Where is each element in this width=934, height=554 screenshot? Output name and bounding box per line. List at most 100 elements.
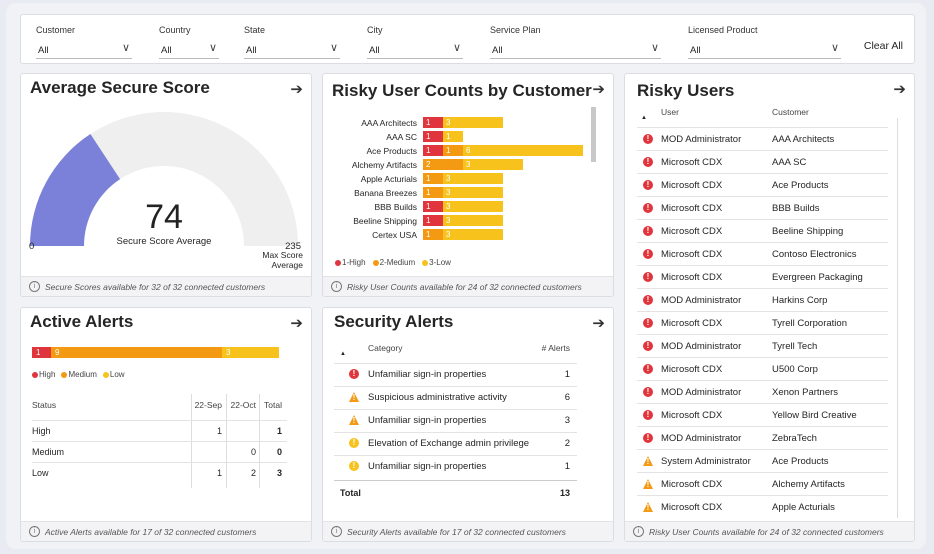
row-divider bbox=[32, 462, 287, 463]
customer-name: AAA Architects bbox=[772, 134, 835, 145]
row-divider bbox=[334, 480, 577, 481]
sort-indicator: ▲ bbox=[340, 351, 346, 357]
row-divider bbox=[637, 495, 888, 496]
filter-value: All bbox=[369, 45, 380, 56]
bar-segment: 1 bbox=[443, 145, 463, 156]
row-divider bbox=[334, 386, 577, 387]
bar-segment: 1 bbox=[423, 229, 443, 240]
severity-icon: ! bbox=[643, 203, 653, 213]
customer-name: U500 Corp bbox=[772, 364, 818, 375]
customer-name: Ace Products bbox=[772, 180, 829, 191]
customer-label: Ace Products bbox=[366, 146, 417, 156]
filter-dropdown[interactable]: All ∨ bbox=[36, 41, 132, 59]
severity-icon: ! bbox=[643, 249, 653, 259]
customer-label: Beeline Shipping bbox=[353, 216, 417, 226]
risky-counts-panel: Risky User Counts by Customer ➔ i Risky U… bbox=[322, 73, 614, 297]
row-divider bbox=[334, 455, 577, 456]
severity-icon: ! bbox=[643, 456, 653, 466]
bar-segment: 1 bbox=[423, 201, 443, 212]
legend-dot bbox=[102, 372, 109, 378]
row-divider bbox=[637, 472, 888, 473]
chevron: ∨ bbox=[452, 42, 461, 54]
bar-segment: 3 bbox=[443, 173, 503, 184]
customer-name: AAA SC bbox=[772, 157, 807, 168]
gauge-max: 235 bbox=[285, 241, 301, 252]
filter-label: Country bbox=[159, 25, 191, 35]
table-header: User bbox=[661, 107, 679, 117]
table-header: Total bbox=[264, 400, 282, 410]
alert-count: 1 bbox=[564, 461, 570, 472]
open-arrow[interactable]: ➔ bbox=[893, 81, 906, 98]
clear-all-button[interactable]: Clear All bbox=[863, 40, 903, 52]
row-divider bbox=[637, 426, 888, 427]
severity-icon: ! bbox=[643, 387, 653, 397]
customer-label: Banana Breezes bbox=[354, 188, 417, 198]
filter-label: Service Plan bbox=[490, 25, 541, 35]
bar-segment: 3 bbox=[443, 117, 503, 128]
alert-count: 1 bbox=[564, 369, 570, 380]
chevron: ∨ bbox=[830, 42, 839, 54]
panel-footer: i Security Alerts available for 17 of 32 … bbox=[323, 521, 613, 541]
bar-segment: 1 bbox=[423, 187, 443, 198]
segment-label: 3 bbox=[446, 202, 451, 211]
segment-label: 3 bbox=[446, 230, 451, 239]
legend-dot bbox=[61, 372, 68, 378]
gauge-caption: Secure Score Average bbox=[116, 236, 212, 247]
panel-footer: i Secure Scores available for 32 of 32 co… bbox=[21, 276, 311, 296]
severity-icon: ! bbox=[643, 134, 653, 144]
active-alerts-panel: Active Alerts ➔ i Active Alerts available… bbox=[20, 307, 312, 542]
row-divider bbox=[637, 242, 888, 243]
bar-segment: 3 bbox=[463, 159, 523, 170]
segment-label: 3 bbox=[466, 160, 471, 169]
customer-label: AAA Architects bbox=[361, 118, 417, 128]
table-header: 22-Sep bbox=[194, 400, 222, 410]
legend-dot bbox=[32, 372, 38, 378]
bar-segment: 1 bbox=[443, 131, 463, 142]
severity-icon: ! bbox=[643, 226, 653, 236]
filter-dropdown[interactable]: All ∨ bbox=[159, 41, 219, 59]
alert-category: Unfamiliar sign-in properties bbox=[368, 461, 487, 472]
customer-label: Certex USA bbox=[372, 230, 417, 240]
user-name: MOD Administrator bbox=[661, 295, 742, 306]
filter-dropdown[interactable]: All ∨ bbox=[688, 41, 841, 59]
severity-icon: ! bbox=[349, 461, 359, 471]
chevron: ∨ bbox=[208, 42, 217, 54]
panel-footer: i Active Alerts available for 17 of 32 co… bbox=[21, 521, 311, 541]
customer-label: Alchemy Artifacts bbox=[351, 160, 417, 170]
filter-value: All bbox=[38, 45, 49, 56]
filter-label: City bbox=[367, 25, 383, 35]
filter-dropdown[interactable]: All ∨ bbox=[367, 41, 463, 59]
row-divider bbox=[334, 363, 577, 364]
segment-label: 9 bbox=[55, 348, 60, 357]
alert-bar-segment: 3 bbox=[222, 347, 279, 358]
legend-label: Medium bbox=[68, 370, 97, 379]
table-cell: High bbox=[32, 426, 51, 436]
open-arrow[interactable]: ➔ bbox=[290, 315, 303, 332]
user-name: MOD Administrator bbox=[661, 387, 742, 398]
alert-category: Unfamiliar sign-in properties bbox=[368, 369, 487, 380]
segment-label: 1 bbox=[426, 146, 431, 155]
segment-label: 3 bbox=[226, 348, 231, 357]
open-arrow[interactable]: ➔ bbox=[592, 81, 605, 98]
customer-label: Apple Acturials bbox=[360, 174, 417, 184]
chevron: ∨ bbox=[650, 42, 659, 54]
segment-label: 3 bbox=[446, 216, 451, 225]
bar-segment: 1 bbox=[423, 215, 443, 226]
open-arrow[interactable]: ➔ bbox=[290, 81, 303, 98]
chevron: ∨ bbox=[121, 42, 130, 54]
gauge-max-label: Max Score Average bbox=[262, 250, 303, 270]
row-divider bbox=[637, 311, 888, 312]
row-divider bbox=[32, 441, 287, 442]
user-name: Microsoft CDX bbox=[661, 249, 723, 260]
open-arrow[interactable]: ➔ bbox=[592, 315, 605, 332]
panel-title: Security Alerts bbox=[334, 312, 454, 331]
alert-bar-segment: 9 bbox=[51, 347, 222, 358]
row-divider bbox=[334, 409, 577, 410]
bar-segment: 1 bbox=[423, 145, 443, 156]
filter-dropdown[interactable]: All ∨ bbox=[490, 41, 661, 59]
filter-dropdown[interactable]: All ∨ bbox=[244, 41, 340, 59]
severity-icon: ! bbox=[643, 295, 653, 305]
customer-name: Tyrell Corporation bbox=[772, 318, 847, 329]
user-name: MOD Administrator bbox=[661, 134, 742, 145]
bar-segment: 3 bbox=[443, 187, 503, 198]
